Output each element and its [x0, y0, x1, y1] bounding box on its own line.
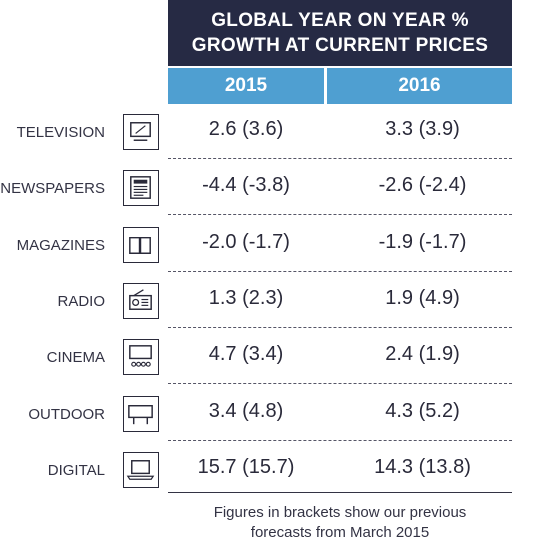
table-row: DIGITAL 15.7 (15.7) 14.3 (13.8) — [0, 444, 533, 500]
cell-2016: -1.9 (-1.7) — [378, 230, 467, 253]
row-label: NEWSPAPERS — [0, 180, 105, 198]
newspaper-icon — [123, 170, 159, 207]
table-row: OUTDOOR 3.4 (4.8) 4.3 (5.2) — [0, 388, 533, 444]
cell-2015: 3.4 (4.8) — [208, 399, 284, 422]
bottom-rule — [168, 492, 512, 493]
cell-2015: 2.6 (3.6) — [208, 118, 284, 140]
cell-2016: 4.3 (5.2) — [385, 399, 460, 422]
row-label: OUTDOOR — [28, 405, 105, 423]
footnote-line-1: Figures in brackets show our previous — [213, 504, 467, 521]
table-row: MAGAZINES -2.0 (-1.7) -1.9 (-1.7) — [0, 219, 533, 275]
cell-2015: -4.4 (-3.8) — [202, 174, 290, 197]
row-label: MAGAZINES — [16, 236, 105, 254]
chart-title: GLOBAL YEAR ON YEAR % GROWTH AT CURRENT … — [168, 0, 512, 66]
cell-2015: 1.3 (2.3) — [208, 286, 284, 309]
magazine-icon — [123, 226, 159, 263]
cell-2016: -2.6 (-2.4) — [378, 174, 467, 197]
cinema-icon — [123, 339, 159, 376]
row-label: TELEVISION — [16, 124, 105, 141]
radio-icon — [123, 282, 159, 319]
row-divider — [168, 158, 512, 159]
television-icon — [123, 114, 159, 150]
footnote: Figures in brackets show our previous fo… — [168, 503, 512, 543]
cell-2016: 3.3 (3.9) — [385, 118, 460, 140]
row-label: CINEMA — [46, 349, 105, 367]
cell-2015: -2.0 (-1.7) — [202, 230, 290, 253]
billboard-icon — [123, 395, 159, 432]
row-divider — [168, 439, 512, 441]
footnote-line-2: forecasts from March 2015 — [250, 524, 430, 541]
row-label: DIGITAL — [47, 461, 105, 479]
cell-2016: 1.9 (4.9) — [385, 286, 460, 309]
row-divider — [168, 326, 512, 328]
chart-title-line-2: GROWTH AT CURRENT PRICES — [191, 35, 489, 56]
column-header-2016: 2016 — [327, 68, 512, 104]
row-divider — [168, 214, 512, 216]
cell-2015: 15.7 (15.7) — [197, 455, 295, 478]
laptop-icon — [123, 451, 159, 488]
table-row: TELEVISION 2.6 (3.6) 3.3 (3.9) — [0, 106, 533, 162]
table-row: CINEMA 4.7 (3.4) 2.4 (1.9) — [0, 331, 533, 387]
row-divider — [168, 270, 512, 272]
table-row: RADIO 1.3 (2.3) 1.9 (4.9) — [0, 275, 533, 331]
row-divider — [168, 383, 512, 385]
cell-2015: 4.7 (3.4) — [208, 343, 284, 366]
cell-2016: 2.4 (1.9) — [385, 343, 460, 366]
chart-title-line-1: GLOBAL YEAR ON YEAR % — [211, 10, 469, 31]
column-header-2015: 2015 — [168, 68, 324, 104]
row-label: RADIO — [57, 292, 105, 310]
cell-2016: 14.3 (13.8) — [374, 455, 471, 478]
table-row: NEWSPAPERS -4.4 (-3.8) -2.6 (-2.4) — [0, 162, 533, 218]
